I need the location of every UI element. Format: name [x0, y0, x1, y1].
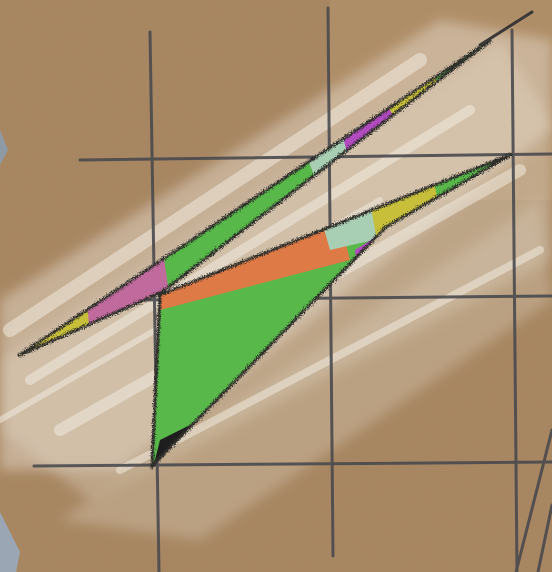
lower-zigzag-outline — [150, 152, 513, 470]
upper-tip-stroke — [478, 10, 534, 47]
edge-grey-shape-left — [0, 130, 8, 165]
diagonal-line-right-2 — [536, 503, 552, 572]
edge-grey-shape-bottom — [0, 512, 20, 572]
grid-line-horizontal-3 — [32, 460, 552, 468]
grid-line-vertical-3 — [510, 28, 519, 572]
diagonal-line-right-1 — [514, 428, 552, 572]
grid-line-vertical-1 — [148, 30, 161, 572]
upper-sliver-outline — [17, 38, 492, 358]
